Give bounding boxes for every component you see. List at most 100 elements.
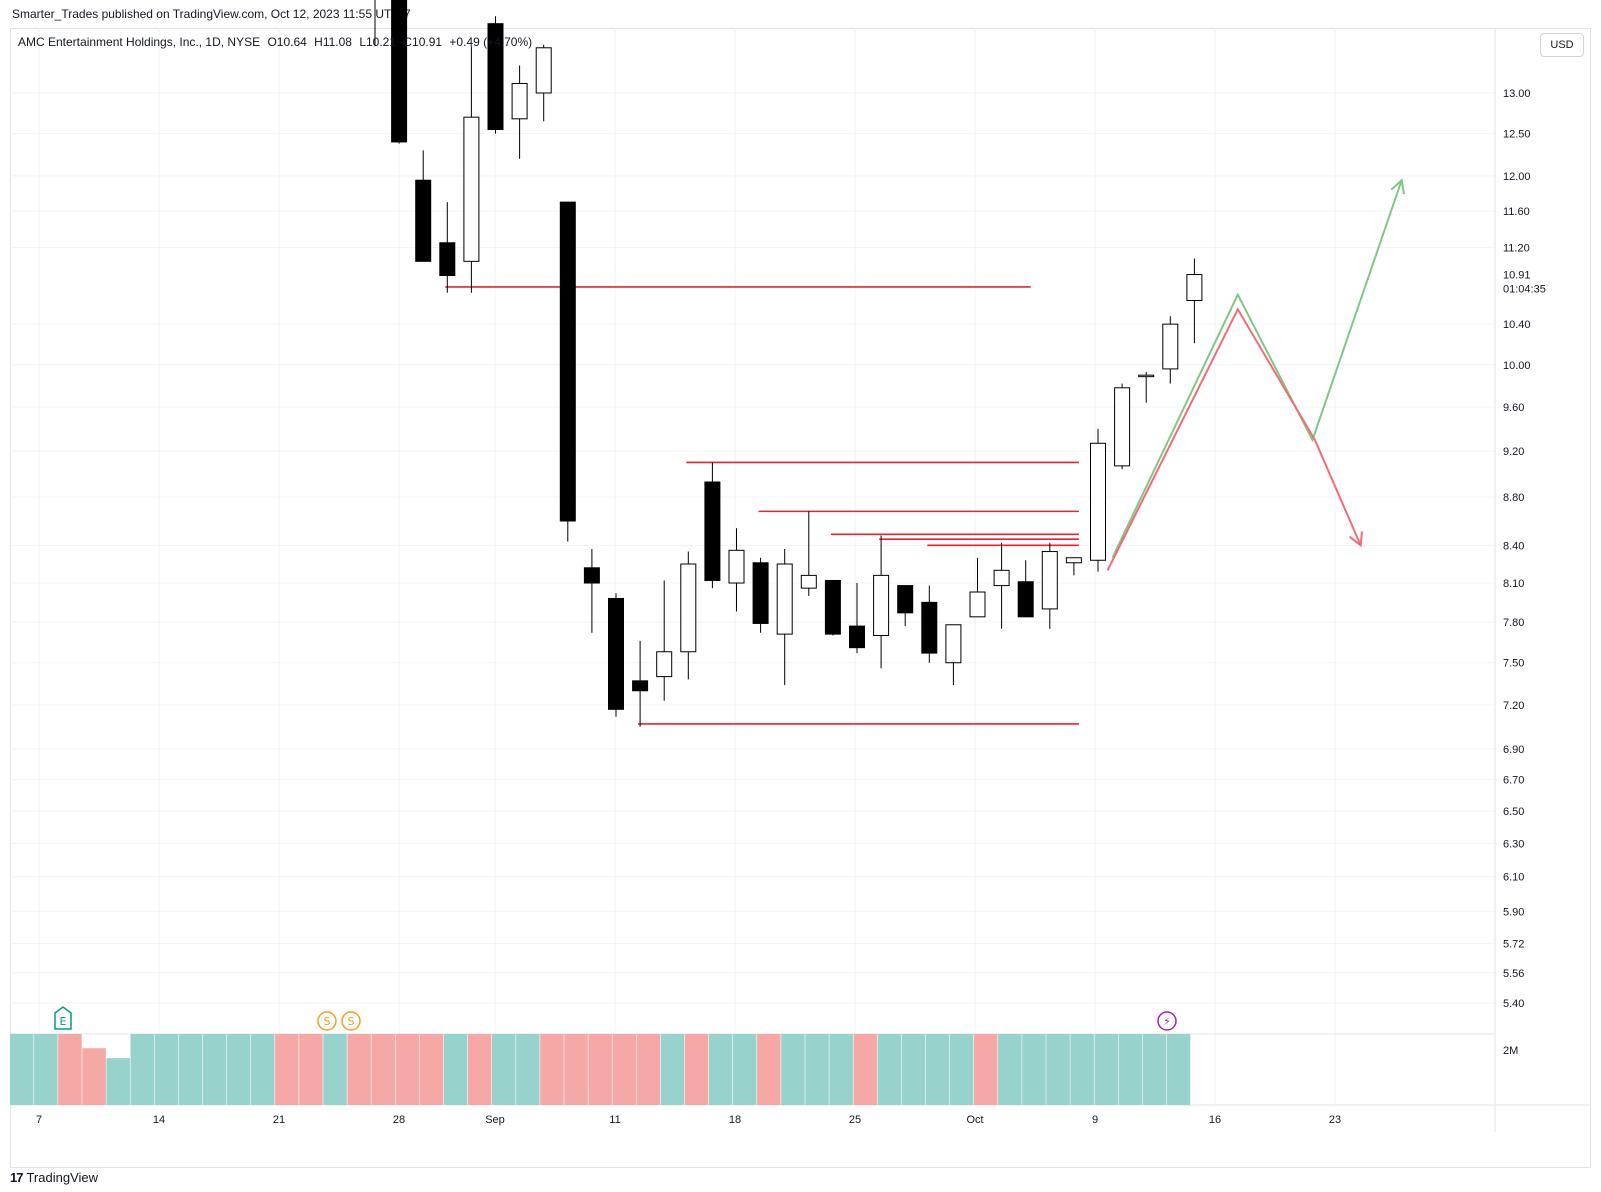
volume-bar	[612, 1034, 636, 1105]
split-icon[interactable]: S	[317, 1011, 337, 1031]
candle-body	[704, 481, 721, 581]
volume-bar	[58, 1034, 82, 1105]
candle-body	[945, 624, 962, 664]
volume-bar	[1142, 1034, 1167, 1105]
time-tick-label: 18	[729, 1114, 741, 1126]
volume-bar	[1070, 1034, 1094, 1105]
volume-bar	[443, 1034, 468, 1105]
time-tick-label: 23	[1329, 1114, 1341, 1126]
candle-body	[487, 23, 504, 130]
event-marker-label: S	[324, 1015, 331, 1028]
volume-bar	[323, 1034, 347, 1105]
time-tick-label: 25	[849, 1114, 861, 1126]
candle-body	[391, 0, 408, 143]
candle-body	[559, 201, 576, 522]
price-tick-label: 12.50	[1503, 129, 1531, 141]
earnings-icon[interactable]: E	[54, 1006, 72, 1030]
earnings-marker-shape	[54, 1006, 72, 1030]
price-tick-label: 5.72	[1503, 938, 1524, 950]
volume-bar	[34, 1034, 58, 1105]
volume-bar	[781, 1034, 805, 1105]
candle-body	[439, 242, 456, 276]
price-tick-label: 8.10	[1503, 578, 1524, 590]
symbol-legend: AMC Entertainment Holdings, Inc., 1D, NY…	[18, 35, 536, 49]
volume-bar	[516, 1034, 540, 1105]
price-tick-label: 11.60	[1503, 206, 1530, 218]
candle-body	[873, 574, 890, 636]
volume-bar	[10, 1034, 34, 1105]
price-tick-label: 9.60	[1503, 402, 1524, 414]
volume-bar	[588, 1034, 612, 1105]
time-axis: 7 14 21 28 Sep 11 18 25 Oct 9 16 23	[36, 1114, 1341, 1126]
event-marker-label: S	[348, 1015, 355, 1028]
candle-body	[752, 562, 769, 624]
volume-bar	[660, 1034, 685, 1105]
volume-bar	[998, 1034, 1022, 1105]
price-tick-label: 9.20	[1503, 446, 1524, 458]
volume-bar	[805, 1034, 829, 1105]
candle-body	[632, 680, 649, 692]
price-tick-label: 7.50	[1503, 658, 1524, 670]
event-markers: E S S ⚡	[54, 1006, 1177, 1031]
volume-bar	[564, 1034, 588, 1105]
volume-bar	[1118, 1034, 1143, 1105]
volume-bar	[757, 1034, 781, 1105]
volume-bar	[202, 1034, 227, 1105]
candle-body	[463, 116, 480, 262]
candle-body	[849, 625, 865, 649]
support-resistance-levels	[445, 286, 1079, 725]
price-tick-label: 5.90	[1503, 906, 1524, 918]
volume-bar	[733, 1034, 757, 1105]
price-tick-label: 8.80	[1503, 492, 1524, 504]
volume-bar	[925, 1034, 950, 1105]
volume-bars	[10, 1034, 1191, 1105]
legend-open: O10.64	[267, 35, 307, 49]
current-price-label: 10.91	[1503, 270, 1531, 282]
brand-footer[interactable]: 17 TradingView	[10, 1170, 98, 1185]
volume-bar	[1022, 1034, 1046, 1105]
candle-body	[1041, 551, 1058, 610]
volume-bar	[467, 1034, 492, 1105]
price-tick-label: 6.90	[1503, 744, 1524, 756]
event-marker-label: E	[60, 1015, 67, 1028]
candle-body	[921, 601, 938, 654]
event-marker-circle	[317, 1011, 337, 1031]
price-tick-label: 7.20	[1503, 700, 1524, 712]
legend-low: L10.21	[359, 35, 397, 49]
tradingview-logo-icon: 17	[10, 1170, 24, 1185]
time-tick-label: 16	[1209, 1114, 1221, 1126]
candle-body	[800, 574, 817, 589]
volume-bar	[419, 1034, 444, 1105]
volume-bar	[949, 1034, 974, 1105]
price-tick-label: 5.56	[1503, 968, 1524, 980]
candle-body	[535, 47, 552, 94]
volume-bar	[130, 1034, 154, 1105]
split-icon[interactable]: S	[341, 1011, 361, 1031]
price-tick-label: 6.30	[1503, 838, 1524, 850]
volume-bar	[708, 1034, 733, 1105]
legend-change: +0.49 (+4.70%)	[449, 35, 533, 49]
volume-bar	[974, 1034, 998, 1105]
candle-body	[511, 82, 528, 120]
event-marker-circle	[1157, 1011, 1177, 1031]
price-axis: 13.00 12.50 12.00 11.60 11.20 10.40 10.00 9.60 9…	[1503, 88, 1546, 1057]
candle-body	[415, 179, 432, 262]
price-tick-label: 8.40	[1503, 540, 1524, 552]
volume-bar	[540, 1034, 564, 1105]
legend-close: C10.91	[403, 35, 443, 49]
currency-button[interactable]: USD	[1540, 33, 1584, 57]
volume-bar	[1166, 1034, 1191, 1105]
candle-body	[1090, 442, 1106, 561]
volume-bar	[347, 1034, 371, 1105]
lightning-icon[interactable]: ⚡	[1157, 1011, 1177, 1031]
price-tick-label: 10.00	[1503, 360, 1531, 372]
candle-body	[1162, 323, 1179, 370]
volume-axis-label: 2M	[1503, 1045, 1518, 1057]
time-tick-label: 21	[273, 1114, 285, 1126]
volume-bar	[492, 1034, 516, 1105]
volume-bar	[853, 1034, 877, 1105]
time-tick-label: 9	[1092, 1114, 1098, 1126]
volume-bar	[251, 1034, 275, 1105]
event-marker-label: ⚡	[1163, 1015, 1171, 1028]
